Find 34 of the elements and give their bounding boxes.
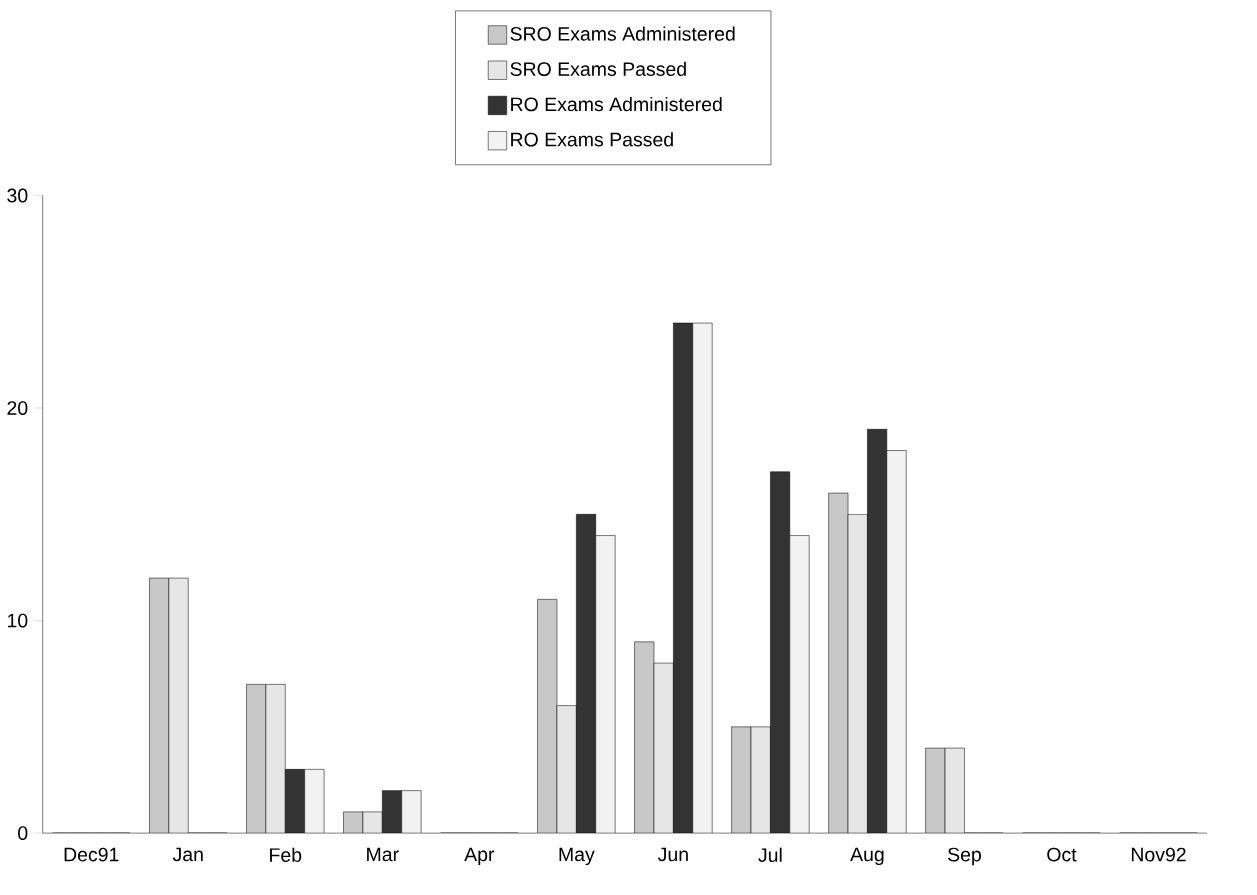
x-tick-label: Oct: [1047, 847, 1077, 862]
x-tick-label: Feb: [270, 847, 302, 863]
x-tick-label: Mar: [367, 847, 399, 862]
x-tick-label: Aug: [850, 847, 884, 866]
x-tick-label: Dec91: [64, 847, 119, 862]
bar: [751, 726, 771, 834]
bar: [945, 748, 965, 834]
x-tick-label: May: [559, 847, 595, 866]
legend-label: SRO Exams Passed: [510, 61, 686, 77]
bar: [537, 599, 557, 834]
bar: [556, 705, 577, 834]
x-tick-label: Sep: [948, 847, 981, 866]
bar: [168, 578, 189, 834]
bar: [634, 641, 654, 834]
bar: [828, 493, 849, 834]
bar: [246, 684, 266, 834]
bar: [653, 663, 674, 834]
x-tick-label: Nov92: [1131, 847, 1186, 862]
y-tick-label: 30: [7, 188, 28, 203]
bar: [149, 578, 169, 834]
x-tick-label: Jun: [657, 847, 688, 862]
x-tick-label: Jan: [172, 847, 203, 862]
x-tick-label: Apr: [464, 847, 495, 866]
bar: [731, 726, 751, 834]
legend-label: SRO Exams Administered: [510, 26, 735, 41]
x-tick-label: Jul: [758, 847, 782, 863]
legend-label: RO Exams Passed: [511, 132, 673, 147]
bar: [925, 748, 946, 834]
y-tick-label: 20: [7, 401, 28, 416]
bar: [848, 514, 868, 834]
bar: [265, 684, 286, 834]
y-tick-label: 0: [18, 826, 28, 841]
y-tick-label: 10: [7, 613, 28, 628]
legend-label: RO Exams Administered: [511, 97, 722, 112]
